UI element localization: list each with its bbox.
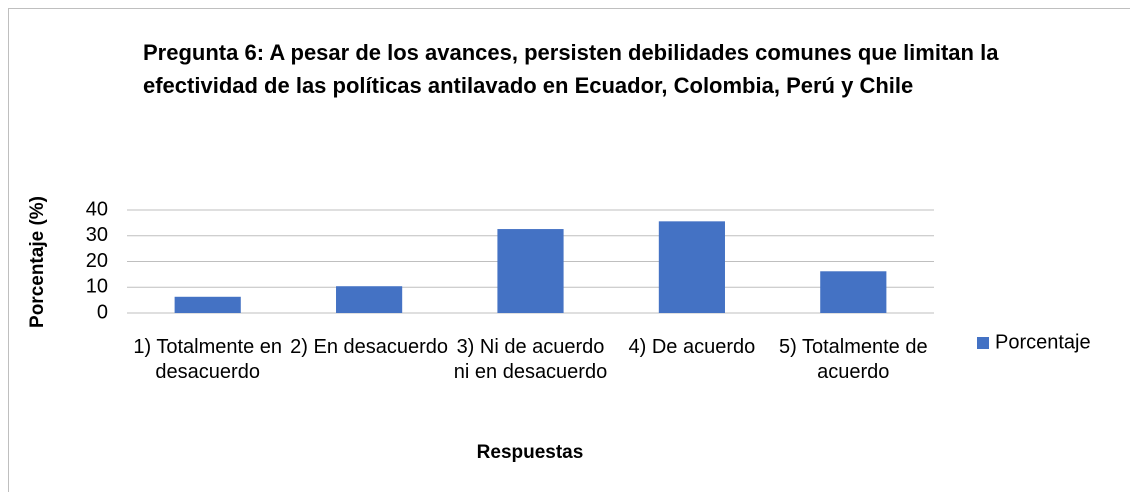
y-tick-label: 0 [97,301,108,323]
x-tick-label: 5) Totalmente de acuerdo [778,336,928,383]
bar [174,296,241,313]
y-tick-label: 10 [86,276,108,298]
chart-title: Pregunta 6: A pesar de los avances, pers… [143,40,999,98]
x-tick-label: 3) Ni de acuerdo ni en desacuerdo [453,336,608,383]
x-axis-label: Respuestas [477,442,584,463]
y-tick-label: 40 [86,198,108,220]
bar [497,229,564,313]
x-tick-label: 1) Totalmente en desacuerdo [133,336,282,383]
y-axis-label: Porcentaje (%) [27,196,48,328]
x-tick-label: 4) De acuerdo [628,336,756,358]
x-tick-label: 2) En desacuerdo [290,336,449,358]
chart-border [8,8,1130,492]
y-tick-label: 30 [86,224,108,246]
legend-swatch [977,337,989,349]
bar [820,271,887,313]
bar [658,221,725,313]
legend-label: Porcentaje [995,331,1091,353]
y-tick-label: 20 [86,250,108,272]
bar [336,286,403,313]
